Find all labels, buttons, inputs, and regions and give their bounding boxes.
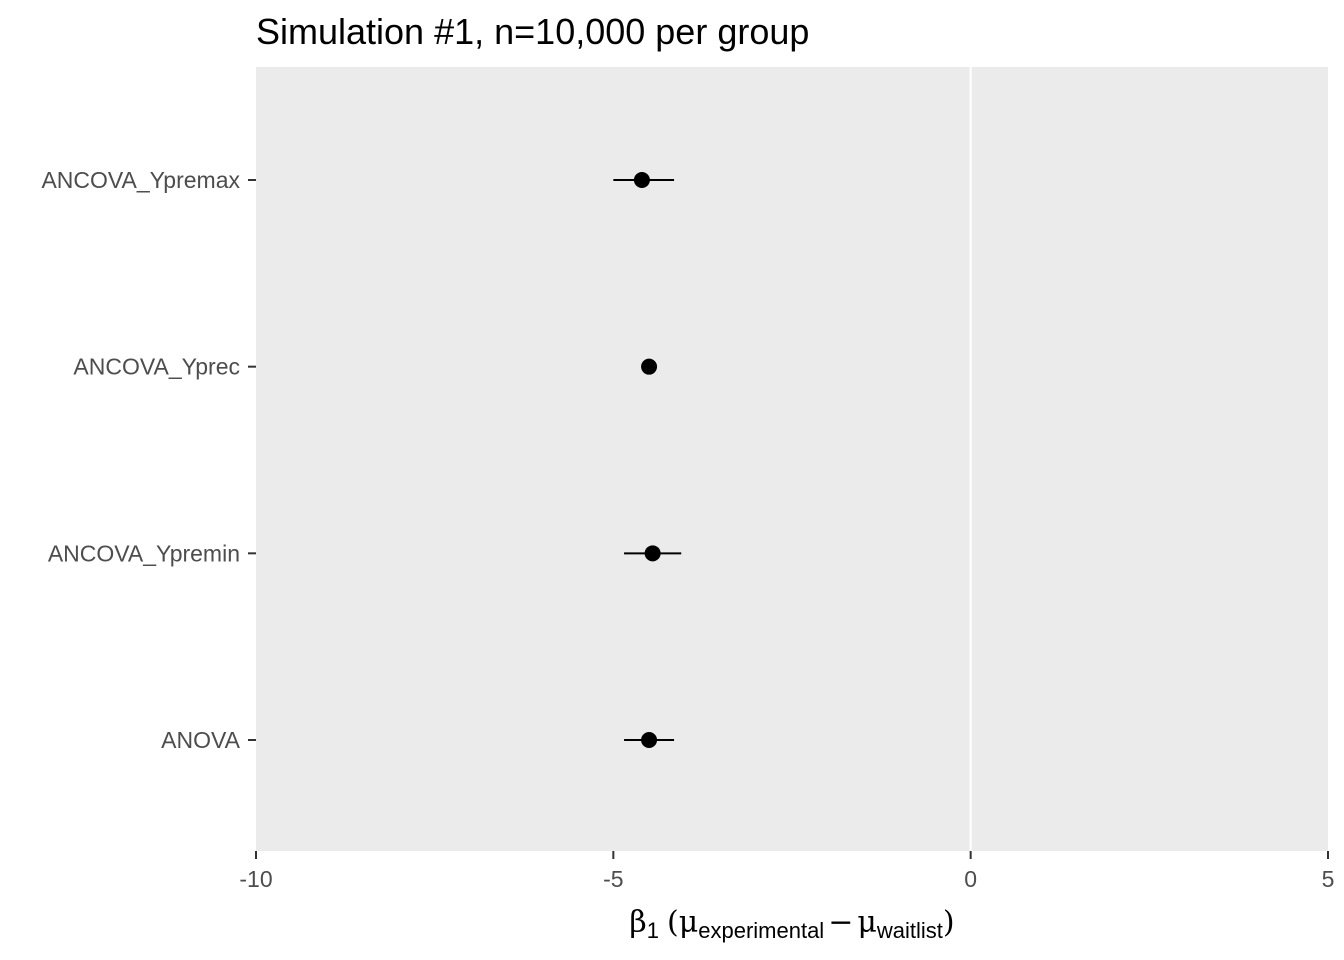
plot-panel bbox=[256, 67, 1328, 851]
x-tick-label: -5 bbox=[603, 866, 623, 892]
x-label-mu-2-sub: waitlist bbox=[876, 918, 943, 943]
chart-title: Simulation #1, n=10,000 per group bbox=[256, 11, 809, 52]
data-point bbox=[641, 358, 658, 375]
x-label-minus: − bbox=[828, 905, 853, 940]
x-label-beta-sub: 1 bbox=[647, 918, 659, 943]
x-tick-label: 0 bbox=[964, 866, 977, 892]
x-label-mu-1-sub: experimental bbox=[698, 918, 824, 943]
x-label-close-paren: ) bbox=[943, 905, 955, 940]
x-label-beta: β bbox=[629, 905, 646, 940]
x-tick-label: -10 bbox=[239, 866, 272, 892]
y-tick-label: ANCOVA_Ypremax bbox=[41, 167, 240, 193]
x-label-mu-1: μ bbox=[679, 905, 699, 940]
y-tick-label: ANOVA bbox=[161, 727, 240, 753]
x-tick-label: 5 bbox=[1322, 866, 1335, 892]
data-point bbox=[633, 172, 650, 188]
y-tick-label: ANCOVA_Yprec bbox=[73, 354, 240, 380]
x-label-open-paren: ( bbox=[667, 905, 679, 940]
x-axis-label: β1 (μexperimental − μwaitlist) bbox=[629, 905, 954, 943]
y-tick-label: ANCOVA_Ypremin bbox=[48, 540, 240, 566]
x-label-mu-2: μ bbox=[857, 905, 877, 940]
data-point bbox=[644, 545, 661, 562]
data-point bbox=[641, 732, 658, 748]
